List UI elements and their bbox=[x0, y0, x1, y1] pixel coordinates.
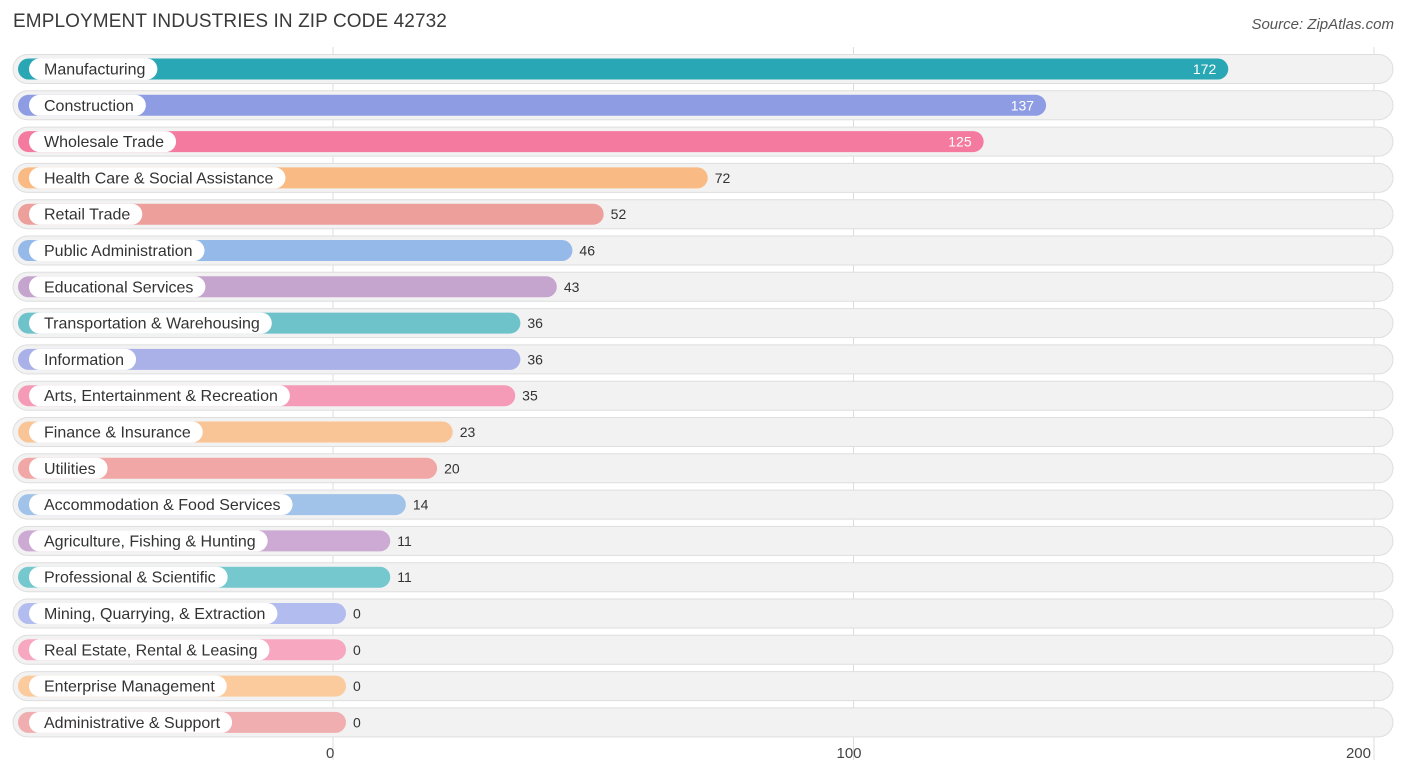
bar-label-pill bbox=[29, 131, 177, 153]
bar-value: 137 bbox=[1011, 97, 1035, 113]
bar-label: Accommodation & Food Services bbox=[44, 497, 281, 514]
source-attribution: Source: ZipAtlas.com bbox=[1251, 16, 1394, 33]
chart-title: EMPLOYMENT INDUSTRIES IN ZIP CODE 42732 bbox=[13, 11, 447, 32]
bar-row: Manufacturing 172 bbox=[12, 54, 1394, 84]
bar-label-pill bbox=[29, 203, 143, 225]
bar bbox=[18, 348, 521, 370]
bar-value: 36 bbox=[527, 315, 543, 331]
bar-row: Wholesale Trade 125 bbox=[12, 126, 1394, 157]
bar-row: Information 36 bbox=[12, 344, 1394, 375]
bar-label: Educational Services bbox=[44, 279, 193, 296]
bar-value: 11 bbox=[397, 533, 412, 549]
bar-label: Professional & Scientific bbox=[44, 570, 216, 587]
bar-value: 11 bbox=[397, 569, 412, 585]
bar bbox=[18, 58, 1229, 80]
x-tick-label: 100 bbox=[837, 745, 862, 762]
bar-label: Arts, Entertainment & Recreation bbox=[44, 388, 278, 405]
bar-row: Finance & Insurance 23 bbox=[12, 417, 1394, 447]
bar-label: Public Administration bbox=[44, 243, 193, 260]
bar-label-pill bbox=[29, 675, 227, 697]
bar-label: Manufacturing bbox=[44, 62, 145, 79]
bar-row: Retail Trade 52 bbox=[12, 199, 1394, 230]
bar-label: Health Care & Social Assistance bbox=[44, 170, 274, 187]
bar-label-pill bbox=[29, 94, 146, 116]
bar-label-pill bbox=[29, 494, 293, 516]
bar-value: 46 bbox=[579, 243, 595, 259]
bar-label-pill bbox=[29, 566, 228, 588]
bar-row: Public Administration 46 bbox=[12, 235, 1394, 266]
bar-row: Professional & Scientific 11 bbox=[12, 562, 1394, 593]
bar-label: Agriculture, Fishing & Hunting bbox=[44, 533, 256, 550]
bar-value: 35 bbox=[522, 388, 538, 404]
bar-label-pill bbox=[29, 312, 272, 334]
bar-value: 14 bbox=[413, 497, 429, 513]
bar-value: 52 bbox=[611, 206, 627, 222]
bar-label: Finance & Insurance bbox=[44, 425, 191, 442]
bar-row: Mining, Quarrying, & Extraction 0 bbox=[12, 598, 1394, 629]
bar-label: Administrative & Support bbox=[44, 715, 221, 732]
bar-row: Transportation & Warehousing 36 bbox=[12, 308, 1394, 339]
bar-value: 172 bbox=[1193, 61, 1217, 77]
bar-label-pill bbox=[29, 530, 268, 552]
bar-label: Enterprise Management bbox=[44, 679, 215, 696]
bar-value: 43 bbox=[564, 279, 580, 295]
x-tick-label: 200 bbox=[1346, 745, 1371, 762]
bar bbox=[18, 457, 438, 479]
bar-value: 0 bbox=[353, 714, 361, 730]
bar-row: Educational Services 43 bbox=[12, 271, 1394, 302]
bar-row: Real Estate, Rental & Leasing 0 bbox=[12, 634, 1394, 665]
bar-label-pill bbox=[29, 639, 270, 661]
bar bbox=[18, 94, 1047, 116]
bar-row: Arts, Entertainment & Recreation 35 bbox=[12, 380, 1394, 411]
bar-label: Information bbox=[44, 352, 124, 369]
bar-value: 36 bbox=[527, 351, 543, 367]
bar-label: Transportation & Warehousing bbox=[44, 316, 260, 333]
x-tick-label: 0 bbox=[326, 745, 334, 762]
bar-track bbox=[12, 707, 1394, 738]
bar bbox=[18, 131, 984, 153]
bar-value: 125 bbox=[948, 134, 972, 150]
bar-label-pill bbox=[29, 58, 158, 80]
bar-row: Health Care & Social Assistance 72 bbox=[12, 162, 1394, 193]
bar-label: Retail Trade bbox=[44, 207, 130, 224]
bar-value: 23 bbox=[460, 424, 476, 440]
bar-label-pill bbox=[29, 240, 205, 261]
bar-value: 20 bbox=[444, 460, 460, 476]
bar-track bbox=[12, 634, 1394, 665]
bar-label-pill bbox=[29, 711, 233, 733]
bar-label-pill bbox=[29, 385, 290, 407]
bar-row: Enterprise Management 0 bbox=[12, 671, 1394, 702]
bar-row: Accommodation & Food Services 14 bbox=[12, 489, 1394, 520]
bar-value: 72 bbox=[715, 170, 731, 186]
bar-label-pill bbox=[29, 457, 108, 479]
bar-row: Administrative & Support 0 bbox=[12, 707, 1394, 738]
bar-row: Construction 137 bbox=[12, 90, 1394, 121]
bar-value: 0 bbox=[353, 678, 361, 694]
bar-label: Utilities bbox=[44, 461, 96, 478]
bar-track bbox=[12, 671, 1394, 702]
bar-label-pill bbox=[29, 603, 278, 624]
bar-label-pill bbox=[29, 276, 206, 298]
bar-row: Agriculture, Fishing & Hunting 11 bbox=[12, 525, 1394, 556]
bar-track bbox=[12, 598, 1394, 629]
bar-label: Wholesale Trade bbox=[44, 134, 164, 151]
bar-label: Construction bbox=[44, 98, 134, 115]
bar-row: Utilities 20 bbox=[12, 453, 1394, 484]
bar-label: Mining, Quarrying, & Extraction bbox=[44, 606, 265, 623]
bar-label-pill bbox=[29, 348, 137, 370]
bar-value: 0 bbox=[353, 606, 361, 622]
bar-label: Real Estate, Rental & Leasing bbox=[44, 642, 257, 659]
bar-label-pill bbox=[29, 421, 203, 443]
bar-value: 0 bbox=[353, 642, 361, 658]
bar-label-pill bbox=[29, 167, 286, 189]
bar bbox=[18, 203, 604, 225]
